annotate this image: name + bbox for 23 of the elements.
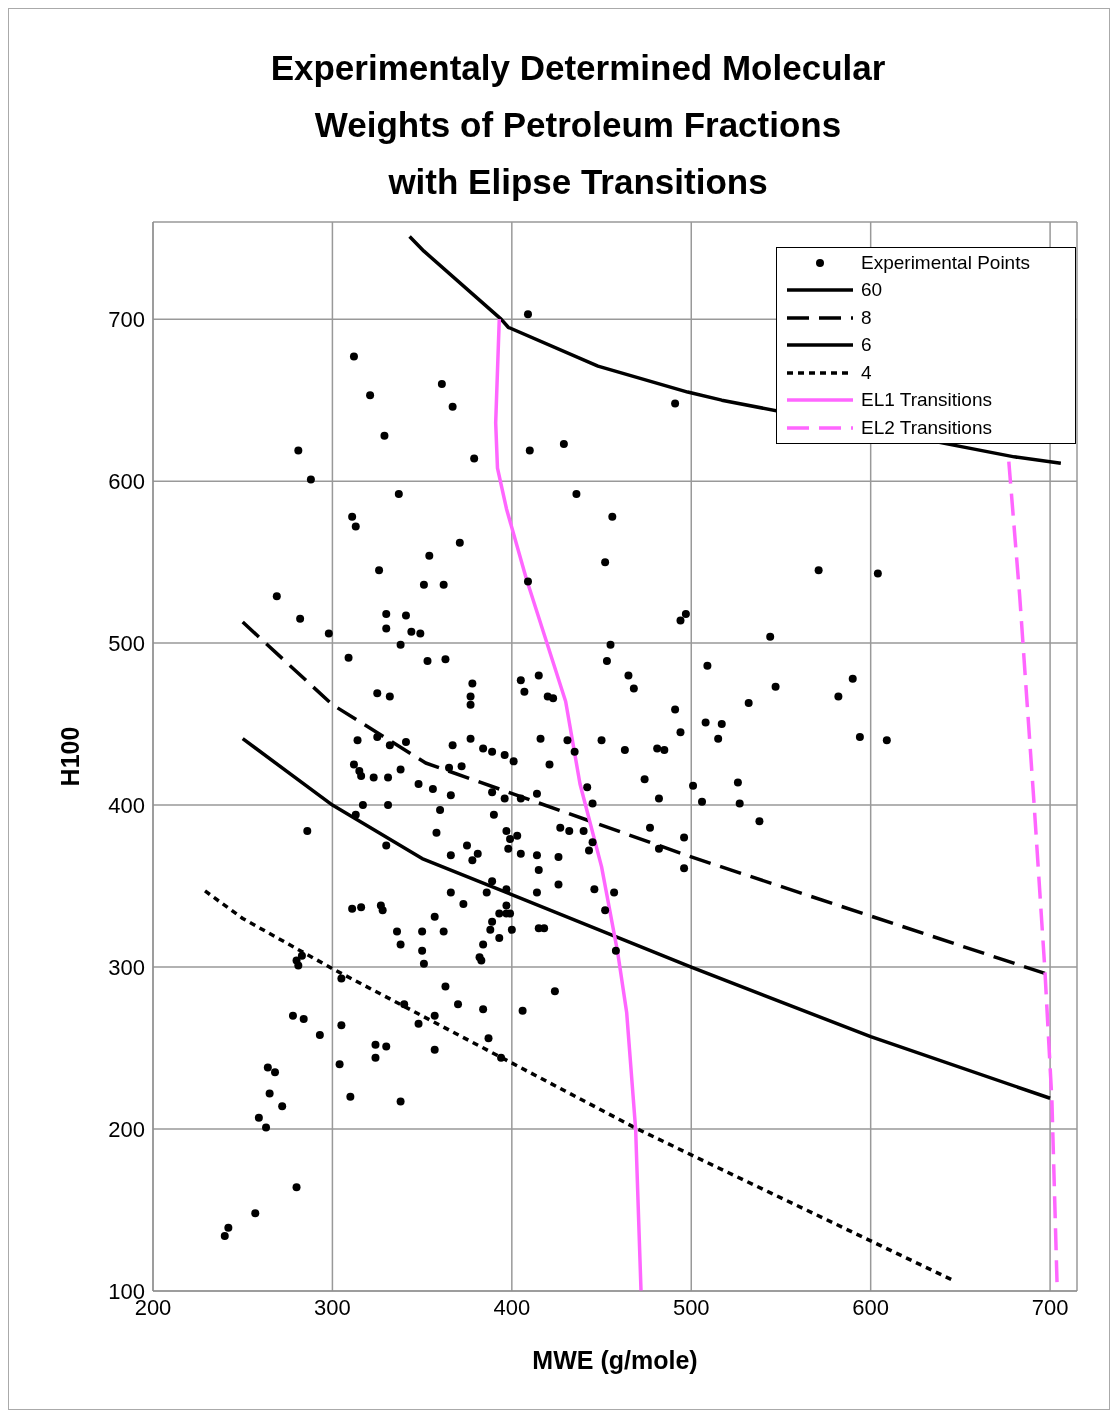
legend-label: Experimental Points <box>861 251 1030 274</box>
line-series <box>493 317 643 1291</box>
y-tick-label: 700 <box>108 306 145 332</box>
x-tick-label: 700 <box>1031 1294 1069 1320</box>
chart-title: Experimentaly Determined Molecular Weights of Petroleum Fractions with Elipse Transitions <box>269 47 887 203</box>
x-tick-label: 400 <box>493 1294 531 1320</box>
y-tick-label: 500 <box>108 630 145 656</box>
legend-label: 6 <box>861 334 872 357</box>
legend-label: EL2 Transitions <box>861 416 992 439</box>
x-axis-title: MWE (g/mole) <box>532 1346 698 1374</box>
legend-label: 60 <box>861 279 883 302</box>
x-tick-label: 300 <box>314 1294 351 1320</box>
x-tick-label: 500 <box>672 1294 710 1320</box>
line-series <box>240 736 1052 1101</box>
legend-label: 4 <box>861 361 872 384</box>
y-axis-title: H100 <box>55 726 84 787</box>
y-tick-label: 300 <box>108 954 145 980</box>
y-tick-label: 200 <box>108 1116 145 1142</box>
legend-label: EL1 Transitions <box>861 389 992 412</box>
y-tick-label: 400 <box>108 792 145 818</box>
x-tick-label: 600 <box>852 1294 890 1320</box>
legend-label: 8 <box>861 306 872 329</box>
y-tick-label: 600 <box>108 468 145 494</box>
